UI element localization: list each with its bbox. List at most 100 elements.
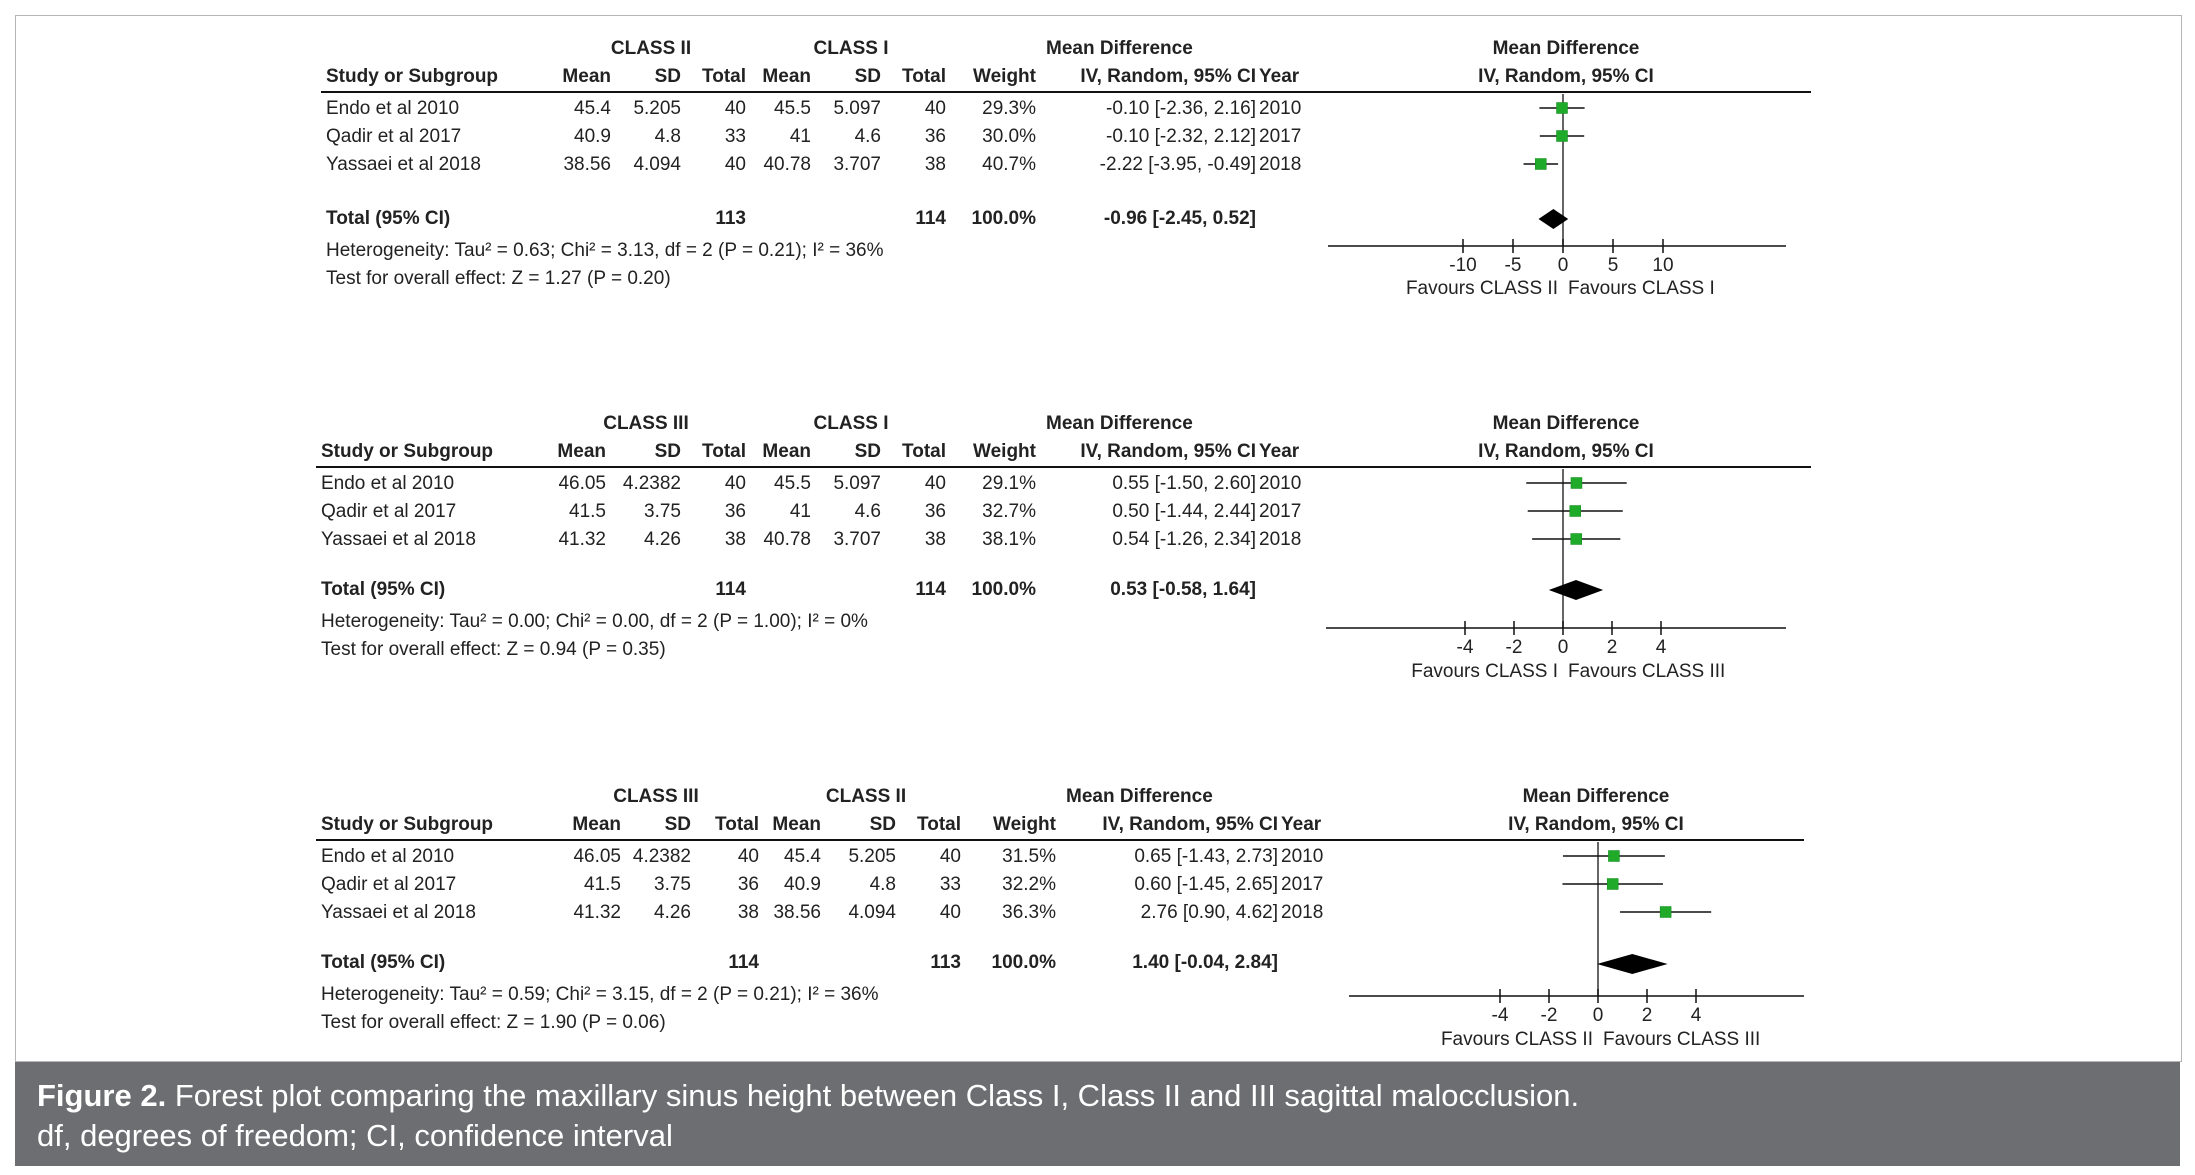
tick-label: 0: [1558, 255, 1569, 276]
group2-header: CLASS I: [813, 38, 889, 59]
tick-label: 4: [1656, 637, 1667, 658]
total-n2: 114: [915, 208, 946, 229]
figure-caption: Figure 2. Forest plot comparing the maxi…: [15, 1062, 2180, 1166]
col-total1: Total: [702, 441, 746, 462]
col-sd1: SD: [654, 66, 681, 87]
favours-left-label: Favours CLASS II: [1441, 1029, 1593, 1050]
md-header: Mean Difference: [1066, 786, 1213, 807]
study-n1: 36: [724, 501, 746, 522]
caption-label: Figure 2.: [37, 1078, 167, 1113]
study-n2: 33: [939, 874, 961, 895]
study-n2: 38: [924, 529, 946, 550]
caption-line-2: df, degrees of freedom; CI, confidence i…: [37, 1118, 673, 1153]
study-sd2: 5.097: [833, 473, 881, 494]
study-mean1: 46.05: [573, 846, 621, 867]
col-year: Year: [1259, 66, 1300, 87]
total-label: Total (95% CI): [321, 579, 446, 600]
col-study: Study or Subgroup: [321, 814, 494, 835]
forest-plot: -4 -2 0 2 4 Favours CLASS I Favours CLASS III: [1326, 469, 1786, 682]
study-n1: 40: [737, 846, 759, 867]
study-sd2: 5.205: [848, 846, 896, 867]
total-weight: 100.0%: [971, 208, 1036, 229]
study-mean2: 40.78: [763, 529, 811, 550]
caption-text: Forest plot comparing the maxillary sinu…: [166, 1078, 1580, 1113]
study-name: Yassaei et al 2018: [321, 902, 476, 923]
col-weight: Weight: [993, 814, 1056, 835]
study-year: 2010: [1281, 846, 1324, 867]
tick-label: 2: [1642, 1005, 1653, 1026]
study-mean2: 38.56: [773, 902, 821, 923]
overall-effect: Test for overall effect: Z = 1.27 (P = 0…: [326, 268, 671, 289]
caption-line-1: Figure 2. Forest plot comparing the maxi…: [37, 1078, 1579, 1114]
study-ci: 2.76 [0.90, 4.62]: [1140, 902, 1278, 923]
study-mean2: 45.5: [774, 473, 811, 494]
study-mean2: 41: [789, 126, 811, 147]
study-name: Yassaei et al 2018: [321, 529, 476, 550]
study-weight: 32.7%: [982, 501, 1036, 522]
col-study: Study or Subgroup: [321, 441, 494, 462]
total-ci: 0.53 [-0.58, 1.64]: [1110, 579, 1256, 600]
study-mean1: 46.05: [558, 473, 606, 494]
overall-effect: Test for overall effect: Z = 1.90 (P = 0…: [321, 1012, 666, 1033]
study-marker: [1569, 505, 1581, 517]
study-n2: 38: [924, 154, 946, 175]
total-ci: 1.40 [-0.04, 2.84]: [1132, 952, 1278, 973]
study-weight: 40.7%: [982, 154, 1036, 175]
study-sd2: 3.707: [833, 529, 881, 550]
plot-md-sub: IV, Random, 95% CI: [1478, 66, 1654, 87]
study-mean1: 41.32: [558, 529, 606, 550]
study-ci: -0.10 [-2.32, 2.12]: [1106, 126, 1256, 147]
study-ci: 0.60 [-1.45, 2.65]: [1134, 874, 1278, 895]
plot-md-header: Mean Difference: [1522, 786, 1670, 807]
study-name: Qadir et al 2017: [326, 126, 462, 147]
tick-label: -4: [1492, 1005, 1509, 1026]
group1-header: CLASS II: [610, 38, 692, 59]
total-n2: 114: [915, 579, 946, 600]
study-sd1: 5.205: [633, 98, 681, 119]
col-mean1: Mean: [572, 814, 621, 835]
study-marker: [1570, 533, 1582, 545]
col-total2: Total: [917, 814, 961, 835]
study-n2: 36: [924, 126, 946, 147]
col-mean1: Mean: [562, 66, 611, 87]
header-rule: [316, 839, 1804, 841]
total-label: Total (95% CI): [326, 208, 451, 229]
tick-label: -4: [1457, 637, 1474, 658]
col-ci: IV, Random, 95% CI: [1080, 66, 1256, 87]
col-mean2: Mean: [762, 441, 811, 462]
study-year: 2017: [1259, 501, 1302, 522]
favours-left-label: Favours CLASS I: [1411, 661, 1558, 682]
col-weight: Weight: [973, 66, 1036, 87]
tick-label: -2: [1506, 637, 1523, 658]
study-weight: 38.1%: [982, 529, 1036, 550]
col-sd1: SD: [664, 814, 691, 835]
study-sd2: 5.097: [833, 98, 881, 119]
study-weight: 29.1%: [982, 473, 1036, 494]
col-sd2: SD: [854, 66, 881, 87]
plot-md-sub: IV, Random, 95% CI: [1508, 814, 1684, 835]
study-name: Endo et al 2010: [321, 473, 455, 494]
heterogeneity: Heterogeneity: Tau² = 0.63; Chi² = 3.13,…: [326, 240, 884, 261]
col-sd1: SD: [654, 441, 681, 462]
study-mean2: 40.78: [763, 154, 811, 175]
study-mean1: 38.56: [563, 154, 611, 175]
study-n1: 40: [724, 154, 746, 175]
tick-label: 10: [1652, 255, 1673, 276]
col-mean2: Mean: [762, 66, 811, 87]
study-marker: [1556, 102, 1568, 114]
heterogeneity: Heterogeneity: Tau² = 0.00; Chi² = 0.00,…: [321, 611, 868, 632]
tick-label: -10: [1449, 255, 1476, 276]
study-n1: 33: [724, 126, 746, 147]
forest-plot: -10 -5 0 5 10 Favours CLASS II Favours CLASS I: [1328, 94, 1786, 299]
study-weight: 36.3%: [1002, 902, 1056, 923]
group2-header: CLASS II: [825, 786, 907, 807]
study-sd2: 4.8: [869, 874, 896, 895]
col-sd2: SD: [854, 441, 881, 462]
header-rule: [316, 466, 1811, 468]
study-n2: 36: [924, 501, 946, 522]
total-diamond: [1548, 580, 1604, 600]
header-rule: [321, 91, 1811, 93]
total-ci: -0.96 [-2.45, 0.52]: [1103, 208, 1256, 229]
study-ci: 0.55 [-1.50, 2.60]: [1112, 473, 1256, 494]
col-total1: Total: [715, 814, 759, 835]
